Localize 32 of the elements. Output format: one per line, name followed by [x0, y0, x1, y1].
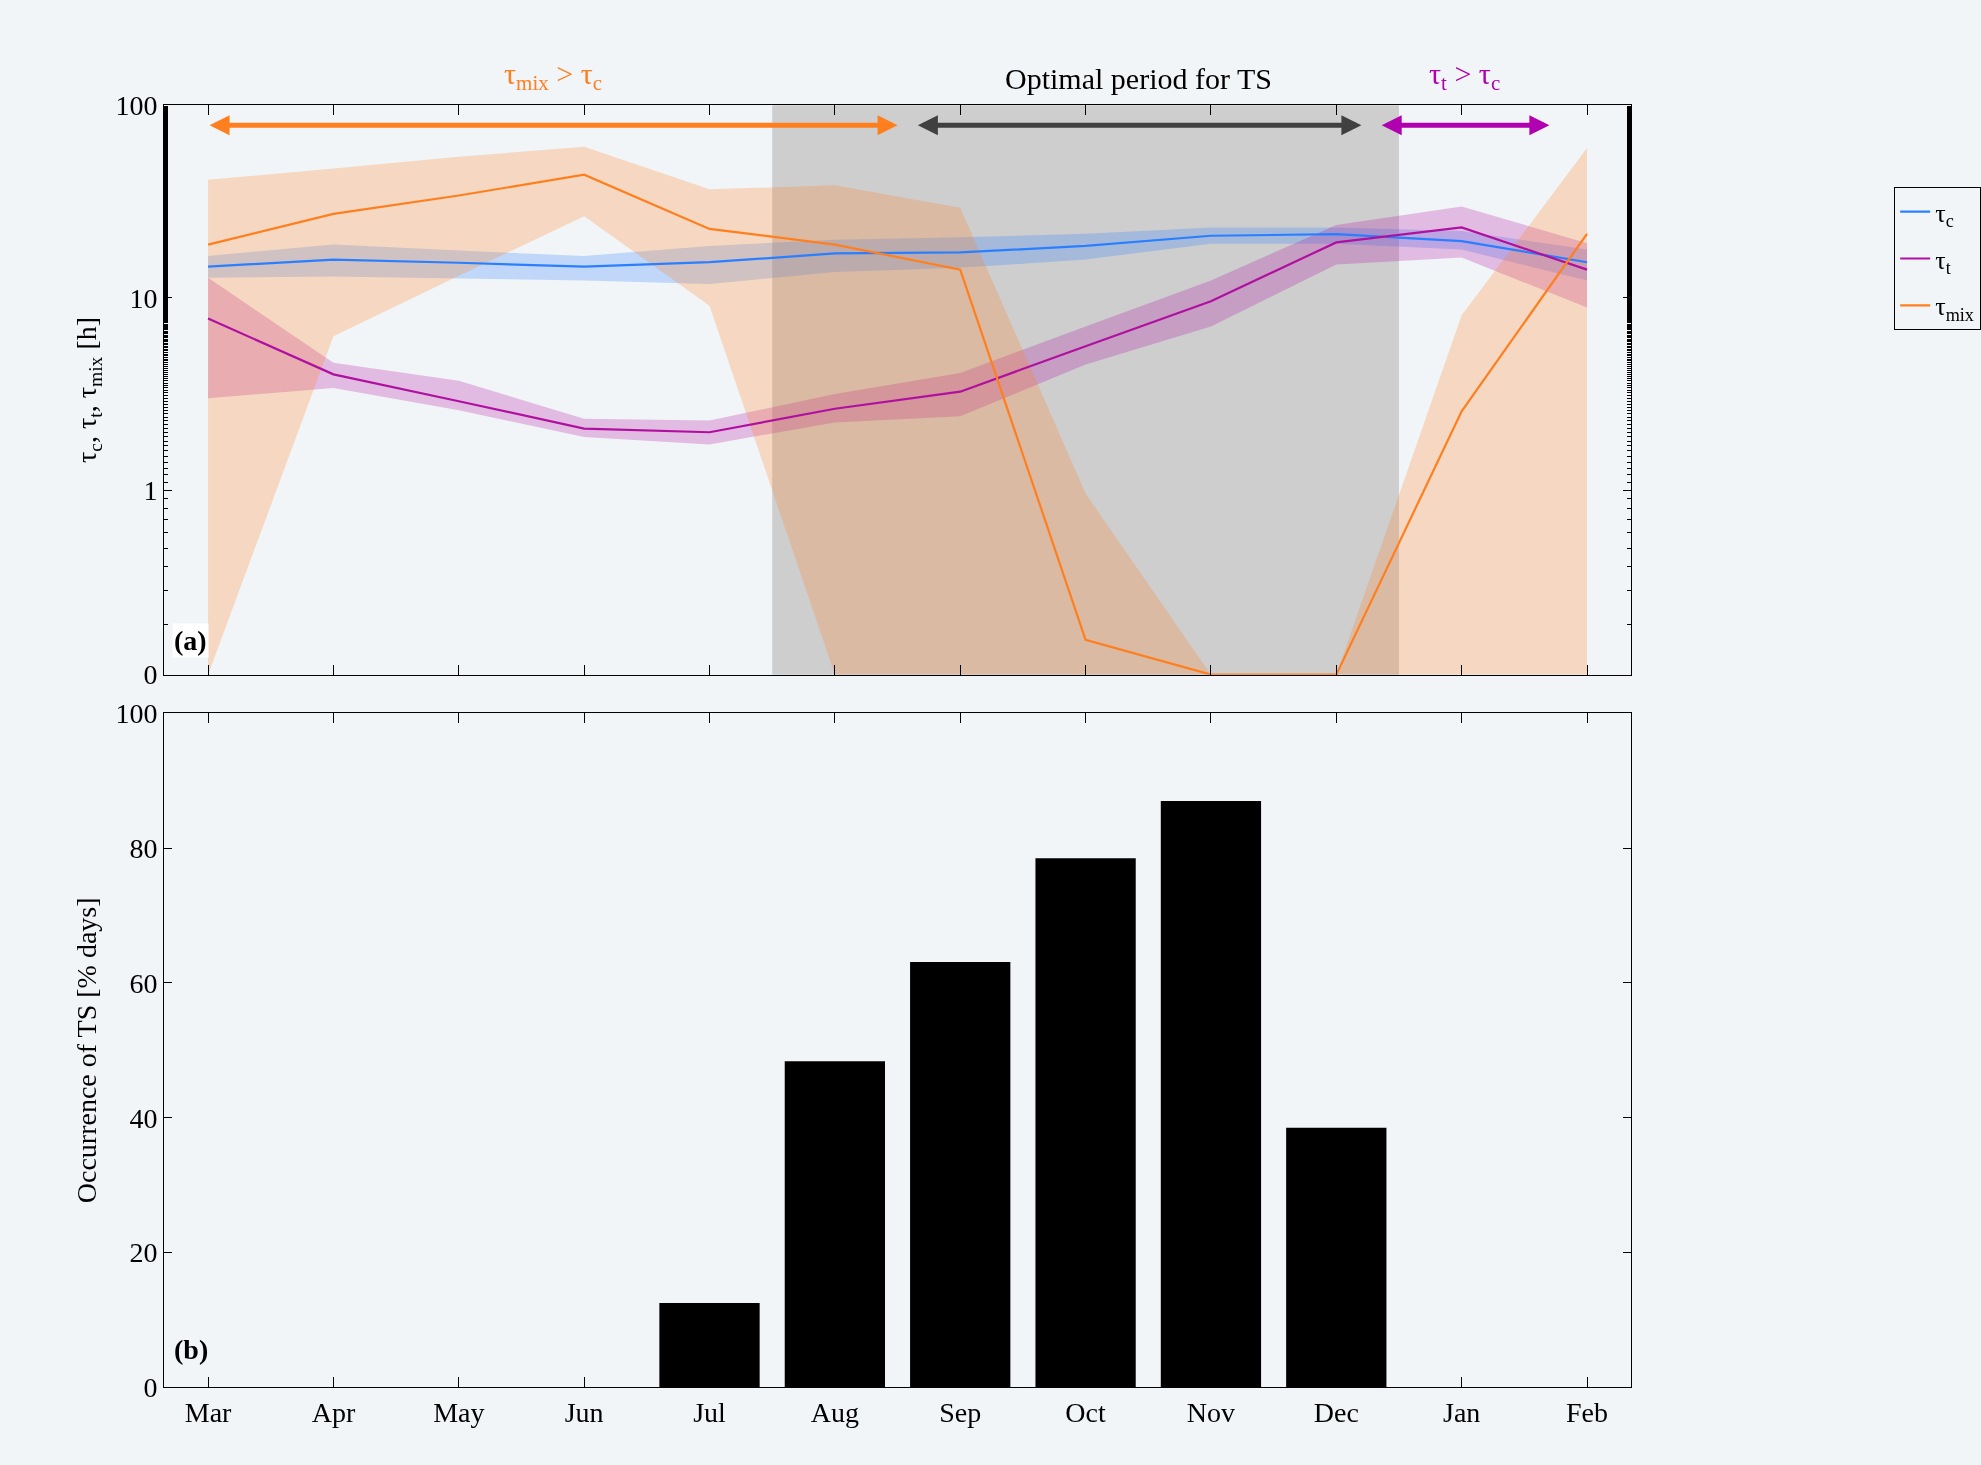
legend-label: τ$_{c}$	[1935, 198, 1954, 232]
x-tick-label: Nov	[1186, 1397, 1236, 1429]
x-tick-label: Jun	[564, 1397, 604, 1429]
x-tick-label: Jan	[1442, 1397, 1481, 1429]
text: Optimal period for TS	[1005, 62, 1272, 95]
x-tick-label: Dec	[1313, 1397, 1359, 1429]
x-tick-label: Jul	[693, 1397, 727, 1429]
legend-label: τ$_{t}$	[1935, 245, 1951, 279]
line-series	[206, 233, 1589, 268]
y-tick-label: 60	[129, 967, 158, 999]
y-tick-label: 100	[115, 90, 158, 122]
y-tick-label: 100	[115, 698, 158, 730]
y-tick-label: 10	[129, 282, 158, 314]
text: τ$_{mix}$ > τ$_{c}$	[504, 57, 603, 96]
annotation: (a)	[174, 625, 207, 656]
y-tick-label: 0	[143, 1372, 158, 1404]
annotation: (b)	[174, 1334, 209, 1365]
text: τ$_{t}$ > τ$_{c}$	[1429, 57, 1501, 96]
legend-label: τ$_{mix}$	[1935, 292, 1974, 325]
x-tick-label: Feb	[1566, 1397, 1609, 1429]
x-tick-label: May	[433, 1397, 485, 1429]
y-axis-title: Occurrence of TS [% days]	[71, 897, 103, 1204]
y-tick-label: 0	[143, 659, 158, 691]
x-tick-label: Aug	[810, 1397, 859, 1429]
y-tick-label: 20	[129, 1237, 158, 1269]
x-tick-label: Mar	[184, 1397, 233, 1429]
x-tick-label: Oct	[1065, 1397, 1107, 1429]
y-tick-label: 40	[129, 1102, 158, 1134]
y-tick-label: 80	[129, 832, 158, 864]
x-tick-label: Apr	[311, 1397, 356, 1429]
y-tick-label: 1	[143, 474, 158, 506]
x-tick-label: Sep	[939, 1397, 982, 1429]
